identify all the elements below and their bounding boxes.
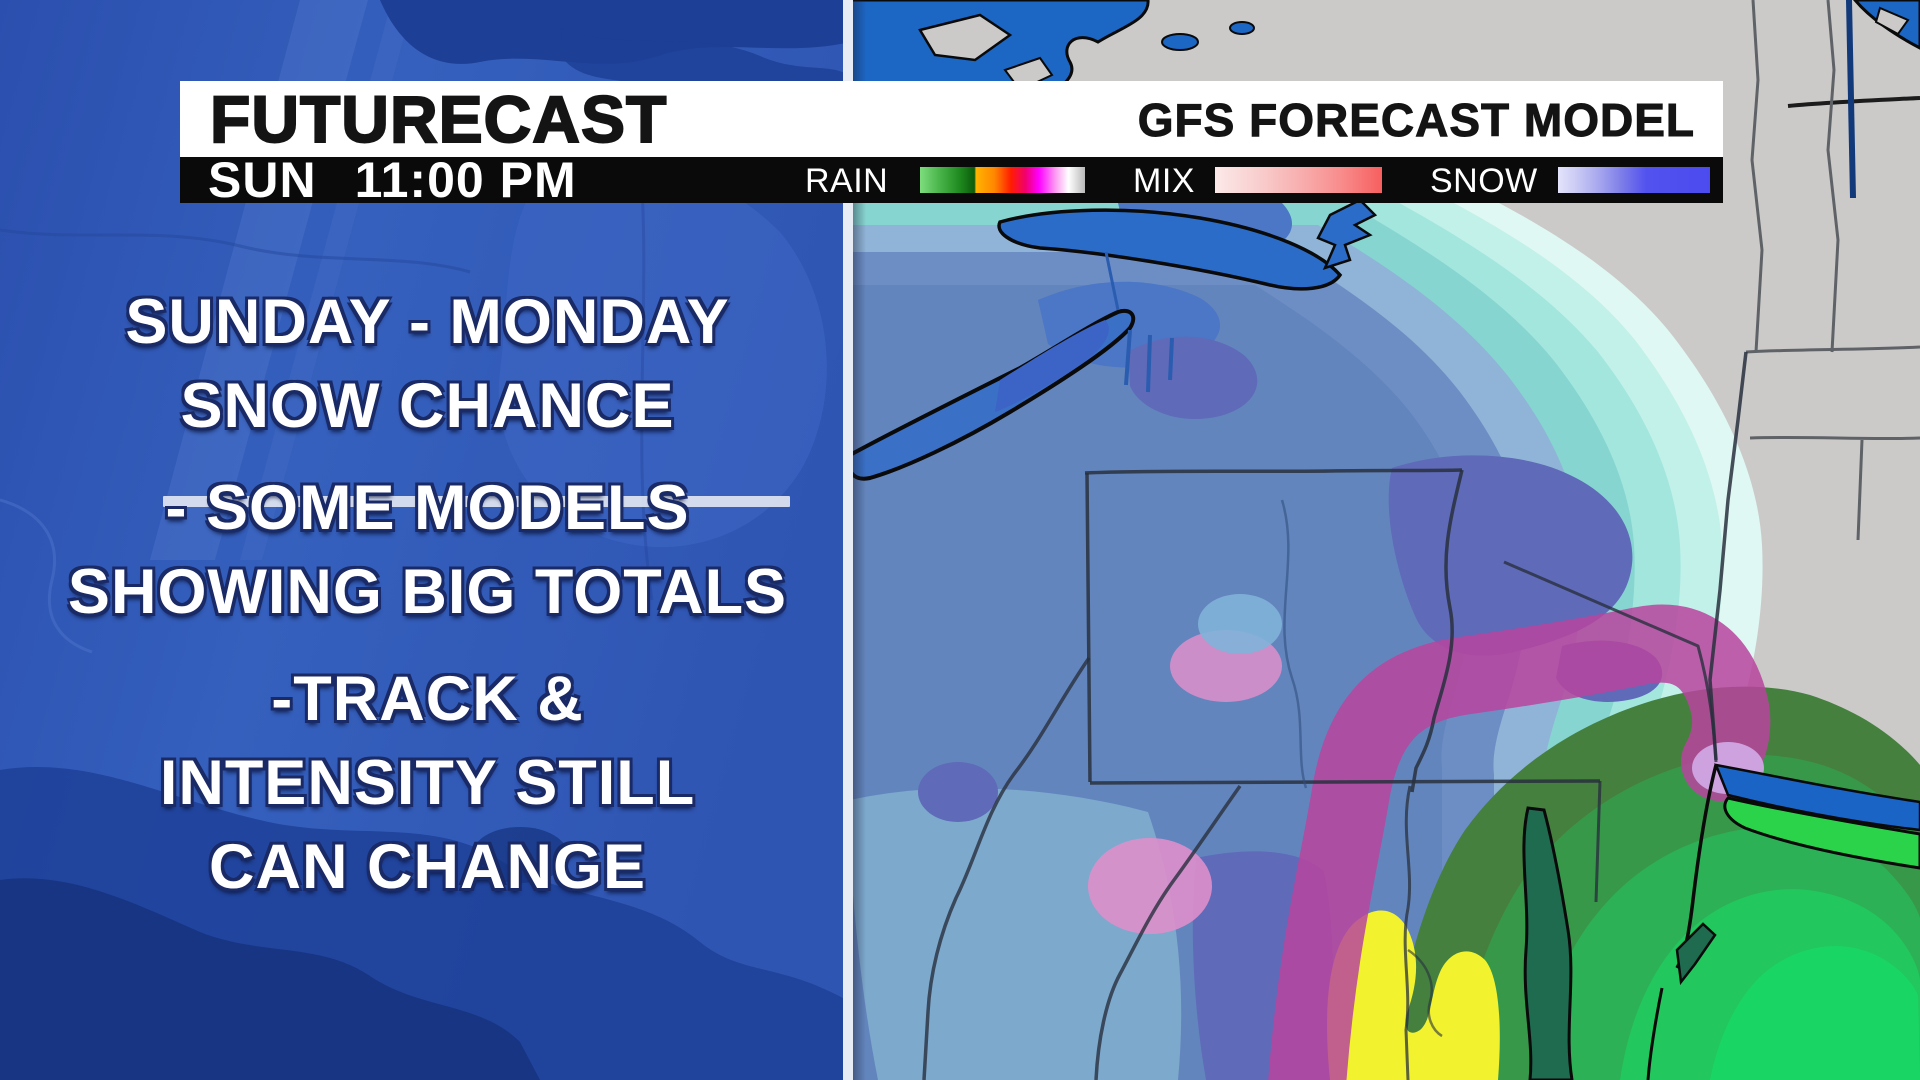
lake-ontario xyxy=(997,208,1343,291)
lake-ontario-east-bays xyxy=(1316,198,1378,271)
forecast-map xyxy=(850,0,1920,1080)
delmarva-coast xyxy=(1646,987,1664,1080)
long-island-sound xyxy=(1713,763,1920,832)
border-potomac xyxy=(1407,948,1443,1038)
panel-divider-line xyxy=(163,496,790,507)
coastal-features xyxy=(1522,763,1920,1080)
border-nh-me xyxy=(1826,0,1840,353)
panel-bottom-dark-2 xyxy=(0,878,540,1080)
small-lake-1 xyxy=(1161,33,1199,51)
canada-us-border xyxy=(1787,96,1920,108)
legend-label-mix: MIX xyxy=(1133,162,1195,200)
state-borders xyxy=(922,0,1920,1080)
small-lake-2 xyxy=(1229,21,1255,35)
snow-light-area-southwest xyxy=(850,788,1182,1080)
legend-gradient-mix xyxy=(1215,167,1382,193)
bullet-line: CAN CHANGE xyxy=(208,832,646,902)
delaware-bay xyxy=(1675,922,1717,986)
border-md-va xyxy=(1403,785,1412,1080)
lakes xyxy=(850,198,1378,481)
border-delaware-west xyxy=(1594,780,1602,903)
timestamp: SUN 11:00 PM xyxy=(208,155,577,205)
panel-border-line-3 xyxy=(638,159,654,601)
island-1 xyxy=(918,13,1013,62)
finger-lakes xyxy=(1124,329,1174,393)
bullet-line: - SOME MODELS xyxy=(165,473,690,543)
lake-erie-deep xyxy=(995,320,1109,412)
snow-purple-patch-small xyxy=(918,762,998,822)
snow-lightblue-spot xyxy=(1198,594,1282,654)
niagara-river xyxy=(1104,251,1120,311)
border-ohio-river xyxy=(922,657,1091,1080)
long-island xyxy=(1723,796,1920,870)
border-ny-east xyxy=(1708,351,1748,761)
headline-block: SUNDAY - MONDAY SNOW CHANCE xyxy=(35,280,820,448)
border-delaware-river xyxy=(1410,469,1464,793)
headline-line: SUNDAY - MONDAY xyxy=(125,287,730,357)
legend-label-rain: RAIN xyxy=(805,162,889,200)
island-3 xyxy=(1874,6,1910,36)
map-edge-shadow xyxy=(850,0,866,1080)
headline-line: SNOW CHANCE xyxy=(180,371,675,441)
bullet-block-2: -TRACK & INTENSITY STILL CAN CHANGE xyxy=(35,657,820,909)
border-pa-north xyxy=(1084,468,1463,475)
legend-gradient-snow xyxy=(1558,167,1710,193)
mix-band-magenta xyxy=(1268,604,1771,1080)
header-bar: FUTURECAST GFS FORECAST MODEL xyxy=(180,81,1723,157)
mix-pink-blob-1 xyxy=(1088,838,1212,934)
susquehanna-river xyxy=(1280,499,1308,789)
model-label: GFS FORECAST MODEL xyxy=(1137,94,1695,147)
rain-band-4 xyxy=(1710,946,1920,1080)
border-ct-ma xyxy=(1749,435,1920,441)
bullet-line: SHOWING BIG TOTALS xyxy=(67,557,788,627)
timestamp-day: SUN xyxy=(208,152,317,208)
bullet-block-1: - SOME MODELS SHOWING BIG TOTALS xyxy=(35,466,820,634)
page-title: FUTURECAST xyxy=(209,81,668,157)
snow-purple-patch-1 xyxy=(1128,336,1258,420)
chesapeake-bay xyxy=(1522,806,1574,1080)
timestamp-time: 11:00 PM xyxy=(354,152,577,208)
panel-border-line-1 xyxy=(0,228,471,274)
border-ct-ri xyxy=(1856,439,1864,541)
panel-map-divider xyxy=(843,0,853,1080)
border-vt-nh xyxy=(1750,0,1764,353)
border-wv-va xyxy=(1094,784,1242,1080)
bullet-line: INTENSITY STILL xyxy=(159,748,696,818)
legend-gradient-rain xyxy=(920,167,1085,193)
border-mason-dixon xyxy=(1089,779,1601,785)
panel-michigan-shape xyxy=(498,157,827,548)
border-ma-north xyxy=(1745,345,1920,354)
border-ny-nj xyxy=(1503,560,1718,763)
rain-heavy-yellow xyxy=(1327,910,1500,1080)
bullet-line: -TRACK & xyxy=(271,664,584,734)
panel-dark-blob xyxy=(472,827,568,883)
panel-lake-superior-shape xyxy=(380,0,850,64)
lake-champlain xyxy=(1846,0,1856,199)
panel-border-line-2 xyxy=(0,498,93,654)
border-pa-west xyxy=(1085,472,1092,783)
legend-bar: SUN 11:00 PM RAIN MIX SNOW xyxy=(180,155,1723,205)
legend-label-snow: SNOW xyxy=(1430,162,1538,200)
